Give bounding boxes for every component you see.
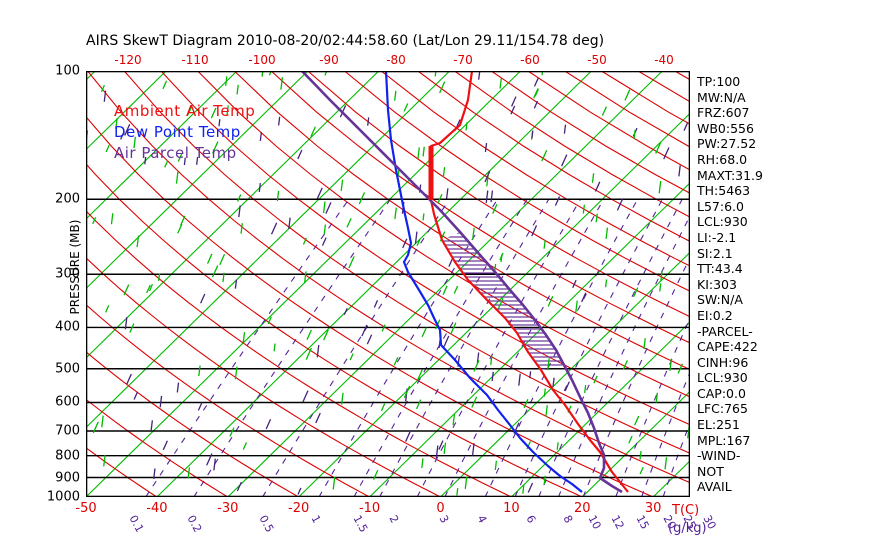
- sounding-index-0: TP:100: [697, 74, 741, 89]
- plot-area: [86, 71, 690, 497]
- bottom-temp-tick: -50: [75, 501, 97, 516]
- sounding-index-20: CAP:0.0: [697, 385, 746, 401]
- mixing-ratio-tick: 8: [560, 513, 576, 526]
- pressure-tick: 600: [55, 394, 80, 410]
- top-temp-tick: -120: [114, 53, 142, 67]
- top-temp-tick: -80: [386, 53, 406, 67]
- pressure-tick: 400: [55, 319, 80, 335]
- sounding-index-8: L57:6.0: [697, 198, 744, 214]
- mixing-ratio-tick: 4: [474, 513, 490, 526]
- sounding-index-23: MPL:167: [697, 432, 751, 448]
- sounding-index-26: AVAIL: [697, 479, 732, 495]
- mixing-ratio-tick: 6: [523, 513, 539, 526]
- sounding-index-22: EL:251: [697, 417, 740, 433]
- pressure-axis-label: PRESSURE (MB): [68, 219, 82, 315]
- sounding-index-7: TH:5463: [697, 183, 751, 199]
- top-temp-tick: -60: [520, 53, 540, 67]
- top-temp-tick: -110: [181, 53, 209, 67]
- sounding-index-10: LI:-2.1: [697, 229, 737, 245]
- pressure-tick: 200: [55, 191, 80, 207]
- bottom-temp-tick: 0: [436, 501, 445, 516]
- sounding-index-14: SW:N/A: [697, 292, 743, 308]
- sounding-index-13: KI:303: [697, 276, 737, 292]
- mixing-ratio-tick: 1: [308, 513, 324, 526]
- mixing-ratio-tick: 12: [608, 513, 627, 532]
- sounding-index-21: LFC:765: [697, 401, 748, 417]
- pressure-tick: 100: [55, 63, 80, 79]
- sounding-index-19: LCL:930: [697, 370, 748, 386]
- sounding-index-2: FRZ:607: [697, 105, 750, 121]
- pressure-tick: 300: [55, 266, 80, 282]
- top-temp-tick: -70: [453, 53, 473, 67]
- sounding-index-17: CAPE:422: [697, 339, 758, 355]
- legend-air-parcel-temp: Air Parcel Temp: [114, 144, 237, 162]
- mixing-ratio-tick: 0.5: [256, 513, 277, 535]
- pressure-tick: 800: [55, 448, 80, 464]
- sounding-index-24: -WIND-: [697, 448, 741, 464]
- page-title: AIRS SkewT Diagram 2010-08-20/02:44:58.6…: [86, 33, 605, 49]
- mixing-ratio-tick: 1.5: [350, 513, 371, 535]
- sounding-index-18: CINH:96: [697, 354, 749, 370]
- pressure-tick: 1000: [46, 489, 80, 505]
- top-temp-tick: -50: [587, 53, 607, 67]
- sounding-index-15: EI:0.2: [697, 307, 733, 323]
- bottom-temp-tick: -20: [288, 501, 310, 516]
- bottom-temp-tick: 20: [573, 501, 591, 516]
- bottom-temp-tick: -40: [146, 501, 168, 516]
- sounding-index-9: LCL:930: [697, 214, 748, 230]
- mixing-ratio-axis-label: (g/kg): [668, 521, 707, 536]
- sounding-index-12: TT:43.4: [697, 261, 743, 277]
- sounding-index-1: MW:N/A: [697, 89, 746, 105]
- mixing-ratio-tick: 0.1: [126, 513, 147, 535]
- sounding-index-11: SI:2.1: [697, 245, 733, 261]
- sounding-indices-panel: TP:100 MW:N/A FRZ:607 WB0:556 PW:27.52 RH:68.…: [697, 74, 817, 495]
- mixing-ratio-tick: 2: [386, 513, 402, 526]
- temperature-axis-label: T(C): [672, 503, 700, 518]
- top-temp-tick: -100: [248, 53, 276, 67]
- bottom-temp-tick: 30: [644, 501, 662, 516]
- bottom-temp-tick: -30: [217, 501, 239, 516]
- pressure-tick: 700: [55, 423, 80, 439]
- legend-ambient-air-temp: Ambient Air Temp: [114, 102, 256, 120]
- legend-dew-point-temp: Dew Point Temp: [114, 123, 241, 141]
- bottom-temp-tick: -10: [358, 501, 381, 516]
- mixing-ratio-tick: 0.2: [184, 513, 205, 535]
- bottom-temp-tick: 10: [503, 501, 520, 516]
- sounding-index-25: NOT: [697, 463, 724, 479]
- pressure-tick: 900: [55, 470, 80, 485]
- skewt-plot-svg: [86, 71, 690, 497]
- sounding-index-16: -PARCEL-: [697, 323, 753, 339]
- sounding-index-4: PW:27.52: [697, 136, 757, 152]
- sounding-index-6: MAXT:31.9: [697, 167, 763, 183]
- top-temp-tick: -90: [319, 53, 339, 67]
- top-temp-tick: -40: [654, 53, 674, 67]
- pressure-tick: 500: [55, 361, 80, 377]
- sounding-index-5: RH:68.0: [697, 151, 748, 167]
- sounding-index-3: WB0:556: [697, 120, 754, 136]
